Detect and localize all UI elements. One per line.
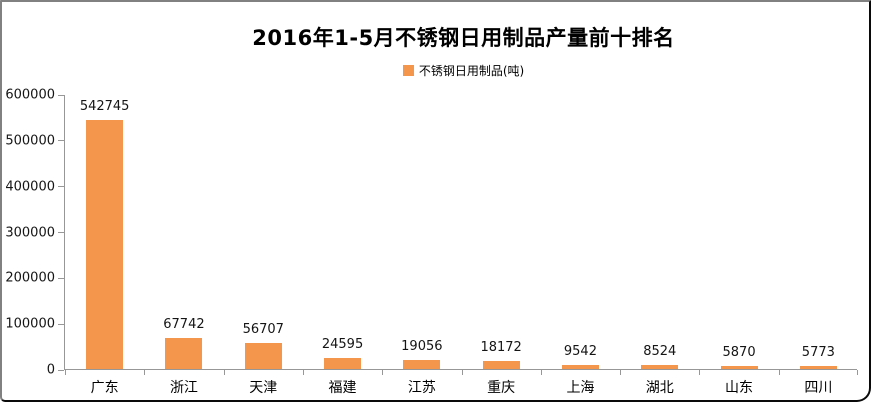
bar-山东 bbox=[720, 366, 758, 369]
category-label: 广东 bbox=[90, 380, 119, 396]
category-label: 重庆 bbox=[487, 380, 516, 396]
value-label: 9542 bbox=[563, 343, 597, 359]
value-label: 24595 bbox=[321, 336, 364, 352]
y-axis-tick bbox=[58, 323, 64, 325]
x-axis-tick bbox=[857, 370, 858, 375]
bar-广东 bbox=[86, 120, 124, 369]
value-label: 19056 bbox=[401, 339, 443, 355]
category-label: 天津 bbox=[249, 380, 278, 396]
y-axis-tick bbox=[58, 94, 64, 96]
y-axis-tick-label: 200000 bbox=[5, 270, 55, 286]
bar-重庆 bbox=[482, 360, 520, 369]
x-axis-tick bbox=[65, 370, 66, 375]
bar-江苏 bbox=[403, 360, 441, 369]
y-axis-tick bbox=[58, 186, 64, 188]
bar-上海 bbox=[561, 364, 599, 369]
y-axis-tick-label: 400000 bbox=[5, 179, 55, 195]
value-label: 542745 bbox=[79, 99, 130, 115]
chart-title: 2016年1-5月不锈钢日用制品产量前十排名 bbox=[252, 26, 675, 50]
y-axis-tick bbox=[58, 232, 64, 233]
bar-四川 bbox=[799, 366, 837, 369]
x-axis-tick bbox=[144, 370, 146, 375]
legend-label: 不锈钢日用制品(吨) bbox=[418, 64, 525, 78]
x-axis-tick bbox=[620, 370, 622, 375]
bar-湖北 bbox=[641, 365, 679, 369]
x-axis-tick bbox=[302, 370, 304, 375]
y-axis-tick-label: 300000 bbox=[5, 225, 55, 240]
y-axis-tick bbox=[58, 277, 64, 279]
value-label: 18172 bbox=[480, 339, 522, 355]
legend-swatch-icon bbox=[402, 65, 414, 76]
y-axis-tick-label: 100000 bbox=[5, 316, 55, 332]
category-label: 山东 bbox=[725, 380, 754, 396]
bar-天津 bbox=[244, 343, 282, 369]
x-axis-tick bbox=[382, 370, 384, 375]
bar-浙江 bbox=[165, 337, 203, 369]
x-axis-tick bbox=[778, 370, 780, 375]
y-axis-tick-label: 600000 bbox=[5, 87, 55, 103]
value-label: 56707 bbox=[242, 322, 284, 338]
legend: 不锈钢日用制品(吨) bbox=[64, 62, 863, 79]
x-axis-tick bbox=[540, 370, 542, 375]
category-label: 四川 bbox=[804, 380, 833, 396]
y-axis-tick bbox=[58, 369, 64, 371]
category-label: 湖北 bbox=[645, 380, 674, 396]
value-label: 67742 bbox=[163, 316, 205, 332]
x-axis-tick bbox=[223, 370, 225, 375]
category-label: 江苏 bbox=[407, 380, 436, 396]
x-axis-tick bbox=[699, 370, 701, 375]
y-axis-tick-label: 500000 bbox=[5, 133, 55, 149]
bar-福建 bbox=[324, 357, 362, 369]
y-axis-tick bbox=[58, 140, 64, 142]
x-axis-tick bbox=[461, 370, 463, 375]
category-label: 福建 bbox=[328, 380, 357, 396]
value-label: 8524 bbox=[643, 344, 677, 360]
value-label: 5773 bbox=[801, 345, 835, 361]
plot-area: 0 100000 200000 300000 400000 500000 600000 542… bbox=[5, 88, 858, 396]
category-label: 浙江 bbox=[169, 380, 198, 396]
category-label: 上海 bbox=[566, 380, 595, 396]
y-axis-tick-label: 0 bbox=[46, 362, 55, 378]
value-label: 5870 bbox=[722, 345, 756, 361]
